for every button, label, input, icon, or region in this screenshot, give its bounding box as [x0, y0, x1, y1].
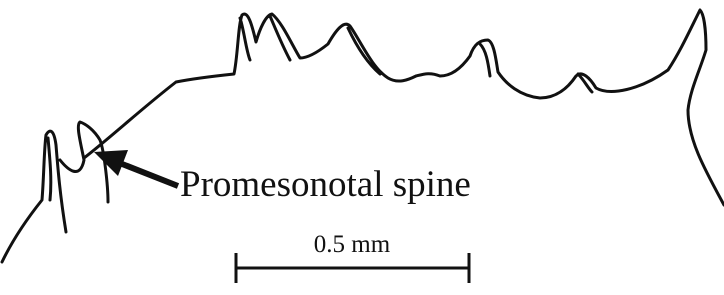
structure-label: Promesonotal spine [180, 164, 471, 205]
scale-bar: 0.5 mm [235, 231, 470, 283]
specimen-outline [2, 10, 724, 262]
scale-bar-label: 0.5 mm [314, 231, 391, 258]
figure: Promesonotal spine 0.5 mm [0, 0, 724, 295]
arrow-head [94, 150, 128, 176]
body-outline [2, 10, 724, 262]
